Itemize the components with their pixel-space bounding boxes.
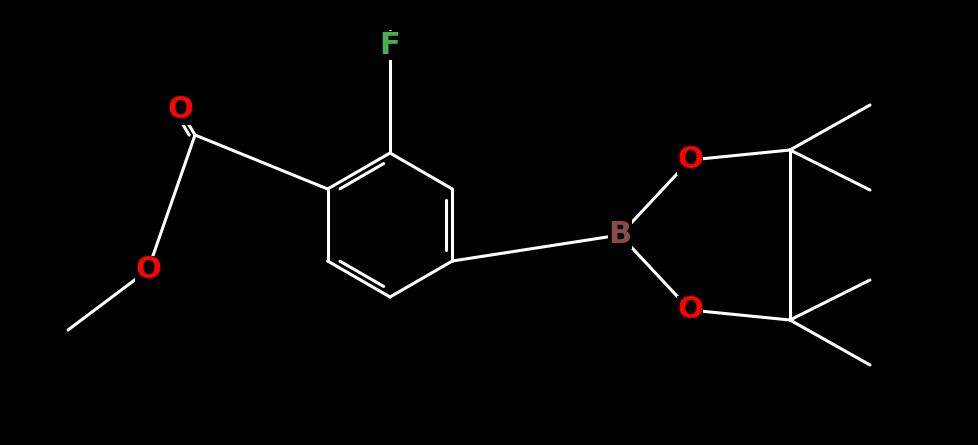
Text: O: O <box>677 295 702 324</box>
Text: F: F <box>379 31 400 60</box>
Text: O: O <box>167 96 193 125</box>
Text: O: O <box>677 146 702 174</box>
Text: O: O <box>135 255 160 284</box>
Text: B: B <box>607 221 631 250</box>
